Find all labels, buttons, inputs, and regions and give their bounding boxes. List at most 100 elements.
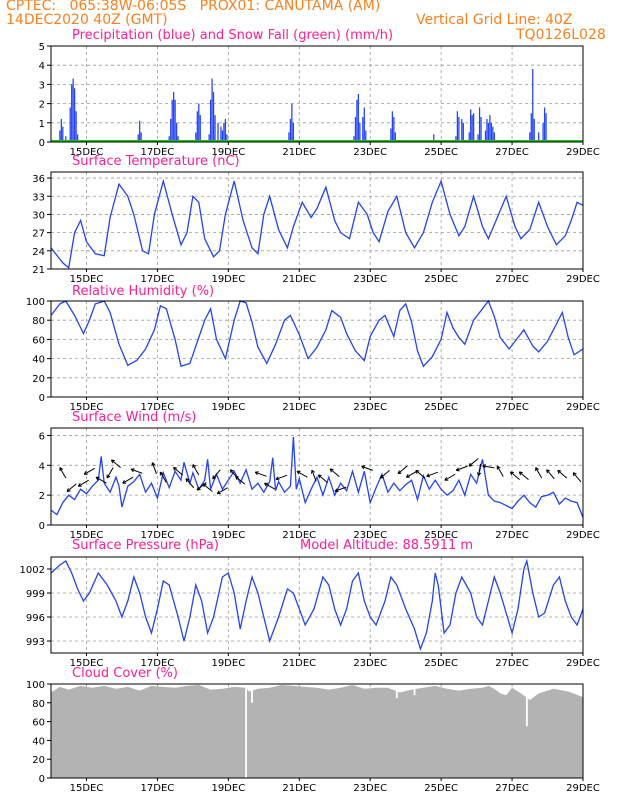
precip-bar xyxy=(212,92,215,142)
precip-bar xyxy=(170,118,172,142)
wind-arrow-head xyxy=(478,472,482,477)
precip-bar xyxy=(357,94,360,142)
wind-frame xyxy=(50,427,584,526)
pres-panel: 993 996 999 1002 15DEC 17DEC 19DEC 21DEC 23DEC 25… xyxy=(20,556,600,669)
precip-bar xyxy=(484,130,487,142)
precip-bar xyxy=(168,136,170,142)
precip-bar xyxy=(217,122,219,142)
temp-xtick-label: 23DEC xyxy=(353,274,387,285)
temp-xtick-label: 27DEC xyxy=(495,274,529,285)
wind-arrow xyxy=(476,463,482,477)
wind-arrow-shaft xyxy=(196,481,207,491)
wind-arrow xyxy=(59,467,67,479)
temp-ytick-label: 27 xyxy=(32,229,45,240)
wind-arrow xyxy=(275,474,288,481)
wind-arrow-shaft xyxy=(192,464,200,476)
rh-xtick-label: 21DEC xyxy=(282,402,316,413)
wind-arrow xyxy=(455,465,468,472)
wind-arrow-shaft xyxy=(482,465,495,469)
wind-arrow-head xyxy=(557,470,560,474)
wind-xtick-label: 15DEC xyxy=(70,530,104,541)
wind-arrow-head xyxy=(518,471,522,476)
wind-arrow xyxy=(212,469,221,480)
wind-arrow-head xyxy=(509,471,513,476)
wind-arrow-shaft xyxy=(496,465,504,477)
pres-xtick-label: 23DEC xyxy=(353,658,387,669)
precip-bar xyxy=(291,103,293,142)
temp-ytick-label: 24 xyxy=(32,247,45,258)
precip-bar xyxy=(59,130,61,142)
precip-bar xyxy=(62,126,64,142)
wind-arrow-head xyxy=(468,465,473,467)
rh-ytick-label: 80 xyxy=(32,316,45,327)
pres-xtick-label: 21DEC xyxy=(282,658,316,669)
cloud-ytick-label: 20 xyxy=(32,755,45,766)
precip-bar xyxy=(60,118,62,142)
cloud-gap xyxy=(413,686,416,696)
precip-bar xyxy=(226,134,228,142)
wind-xtick-label: 17DEC xyxy=(141,530,175,541)
pres-xtick-label: 19DEC xyxy=(211,658,245,669)
temp-xtick-label: 19DEC xyxy=(211,274,245,285)
precip-bar xyxy=(487,122,490,142)
rh-xtick-label: 17DEC xyxy=(141,402,175,413)
rh-xtick-label: 25DEC xyxy=(424,402,458,413)
rh-xtick-label: 27DEC xyxy=(495,402,529,413)
wind-arrow xyxy=(254,471,267,477)
wind-arrow-head xyxy=(66,490,71,493)
wind-arrow-shaft xyxy=(311,469,317,482)
wind-arrow-head xyxy=(334,490,339,493)
wind-arrow-head xyxy=(310,470,313,474)
rh-frame xyxy=(50,300,584,398)
precip-bar xyxy=(473,113,475,142)
wind-arrow-shaft xyxy=(275,474,288,480)
precip-title: Precipitation (blue) and Snow Fall (gree… xyxy=(72,28,394,43)
precip-bar xyxy=(529,132,531,142)
precip-bar xyxy=(493,132,495,142)
cloud-xtick-label: 27DEC xyxy=(495,783,529,794)
wind-arrow xyxy=(77,479,89,487)
precip-bar xyxy=(292,122,294,142)
pres-xtick-label: 15DEC xyxy=(70,658,104,669)
wind-xtick-label: 19DEC xyxy=(211,530,245,541)
wind-arrow-shaft xyxy=(264,482,276,490)
wind-arrow xyxy=(535,467,543,479)
header-code: TQ0126L028 xyxy=(516,27,606,43)
wind-arrow xyxy=(426,471,439,478)
rh-xtick-label: 15DEC xyxy=(70,402,104,413)
rh-ytick-label: 0 xyxy=(39,393,45,404)
rh-xtick-label: 29DEC xyxy=(566,402,600,413)
wind-arrow-shaft xyxy=(397,465,408,475)
wind-arrow-head xyxy=(202,483,205,488)
precip-bar xyxy=(140,132,142,142)
precip-bar xyxy=(391,111,393,142)
wind-arrow-head xyxy=(130,468,134,473)
precip-xtick-label: 27DEC xyxy=(495,147,529,158)
wind-arrow-shaft xyxy=(334,486,347,492)
precip-bar xyxy=(478,107,481,142)
temp-xtick-label: 29DEC xyxy=(566,274,600,285)
wind-ytick-label: 0 xyxy=(39,521,45,532)
wind-arrow xyxy=(216,487,228,495)
header-location: CPTEC: 065:38W-06:05S PROX01: CANUTAMA (… xyxy=(6,0,381,14)
precip-bar xyxy=(137,134,139,142)
precip-ytick-label: 0 xyxy=(39,138,45,149)
wind-arrow-shaft xyxy=(66,483,77,492)
precip-bar xyxy=(533,118,535,142)
precip-bar xyxy=(363,107,365,142)
pres-ytick-label: 1002 xyxy=(20,565,45,576)
wind-arrow-head xyxy=(173,467,176,471)
wind-arrow-shaft xyxy=(510,471,520,480)
precip-xtick-label: 17DEC xyxy=(141,147,175,158)
wind-arrow xyxy=(572,472,582,483)
precip-bar xyxy=(394,132,396,142)
wind-arrow xyxy=(66,483,77,493)
wind-arrow-shaft xyxy=(329,468,340,478)
wind-arrow-head xyxy=(456,469,460,472)
cloud-xtick-label: 19DEC xyxy=(211,783,245,794)
precip-xtick-label: 15DEC xyxy=(70,147,104,158)
wind-xtick-label: 25DEC xyxy=(424,530,458,541)
cloud-area xyxy=(51,684,583,778)
wind-arrow-head xyxy=(329,468,332,473)
